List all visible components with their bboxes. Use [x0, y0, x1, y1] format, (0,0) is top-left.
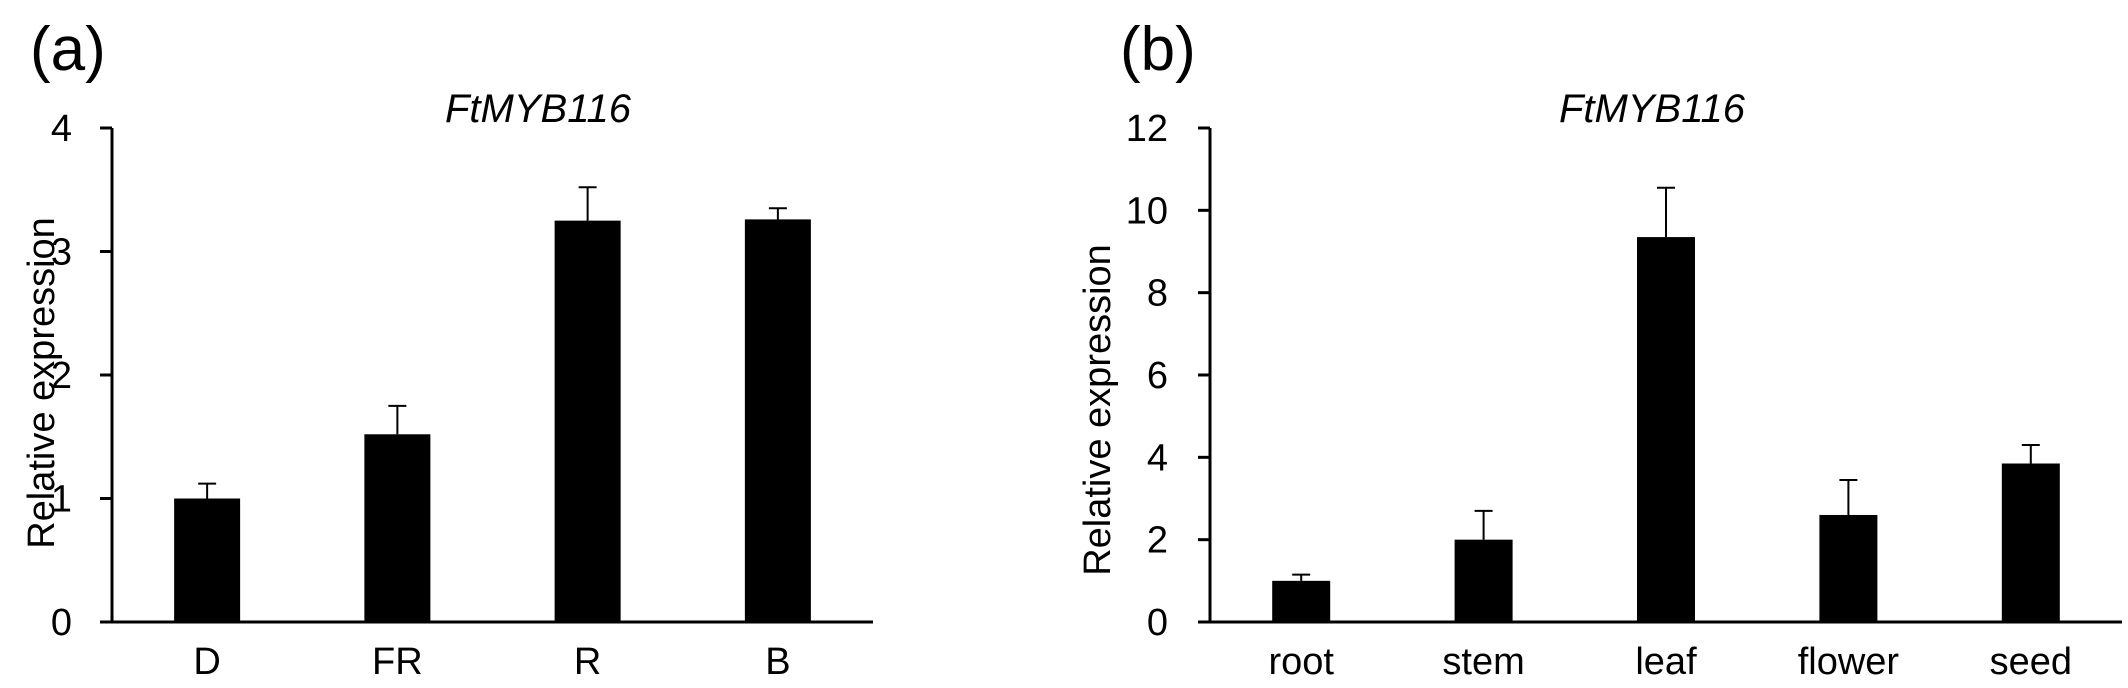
- panel-a-y-tick-label: 4: [51, 108, 72, 150]
- panel-b-letter: (b): [1120, 15, 1196, 84]
- panel-b-category-label: root: [1268, 641, 1334, 683]
- panel-a-ylabel: Relative expression: [21, 217, 63, 549]
- panel-a-category-label: FR: [372, 641, 423, 683]
- panel-b-chart: 0 2 4 6 8 10 12 root stem leaf flower seed: [1126, 108, 2122, 683]
- panel-b-y-tick-label: 8: [1147, 273, 1168, 315]
- panel-b-category-label: flower: [1798, 641, 1900, 683]
- panel-a-y-tick-label: 2: [51, 355, 72, 397]
- panel-b-bar: [1637, 237, 1695, 622]
- panel-a-y-tick-label: 0: [51, 602, 72, 644]
- panel-b-bar: [1819, 514, 1878, 622]
- panel-b-y-tick-label: 10: [1126, 190, 1168, 232]
- panel-a-category-label: B: [765, 641, 790, 683]
- panel-a-letter: (a): [30, 15, 106, 84]
- panel-a-bar: [364, 434, 431, 622]
- panel-b-y-tick-label: 2: [1147, 520, 1168, 562]
- panel-b-category-label: stem: [1442, 641, 1524, 683]
- panel-b-y-tick-label: 4: [1147, 437, 1168, 479]
- panel-b-category-label: leaf: [1635, 641, 1697, 683]
- panel-b-title: FtMYB116: [1559, 87, 1746, 131]
- panel-a-category-label: R: [574, 641, 601, 683]
- panel-b-y-tick-label: 12: [1126, 108, 1168, 150]
- panel-b-category-label: seed: [1990, 641, 2072, 683]
- panel-a-chart: 0 1 2 3 4 D FR R B: [51, 108, 873, 683]
- panel-b-bar: [2001, 463, 2060, 622]
- panel-b-bar: [1272, 580, 1331, 622]
- panel-a-bar: [744, 219, 811, 622]
- panel-a-title: FtMYB116: [445, 87, 632, 131]
- panel-b-ylabel: Relative expression: [1077, 244, 1119, 576]
- panel-a-y-tick-label: 1: [51, 479, 72, 521]
- panel-a-bar: [174, 498, 241, 622]
- panel-a-y-tick-label: 3: [51, 232, 72, 274]
- panel-a-category-label: D: [193, 641, 220, 683]
- panel-a-bar: [554, 220, 621, 622]
- panel-b-y-tick-label: 0: [1147, 602, 1168, 644]
- panel-b-bar: [1454, 539, 1513, 622]
- panel-b-y-tick-label: 6: [1147, 355, 1168, 397]
